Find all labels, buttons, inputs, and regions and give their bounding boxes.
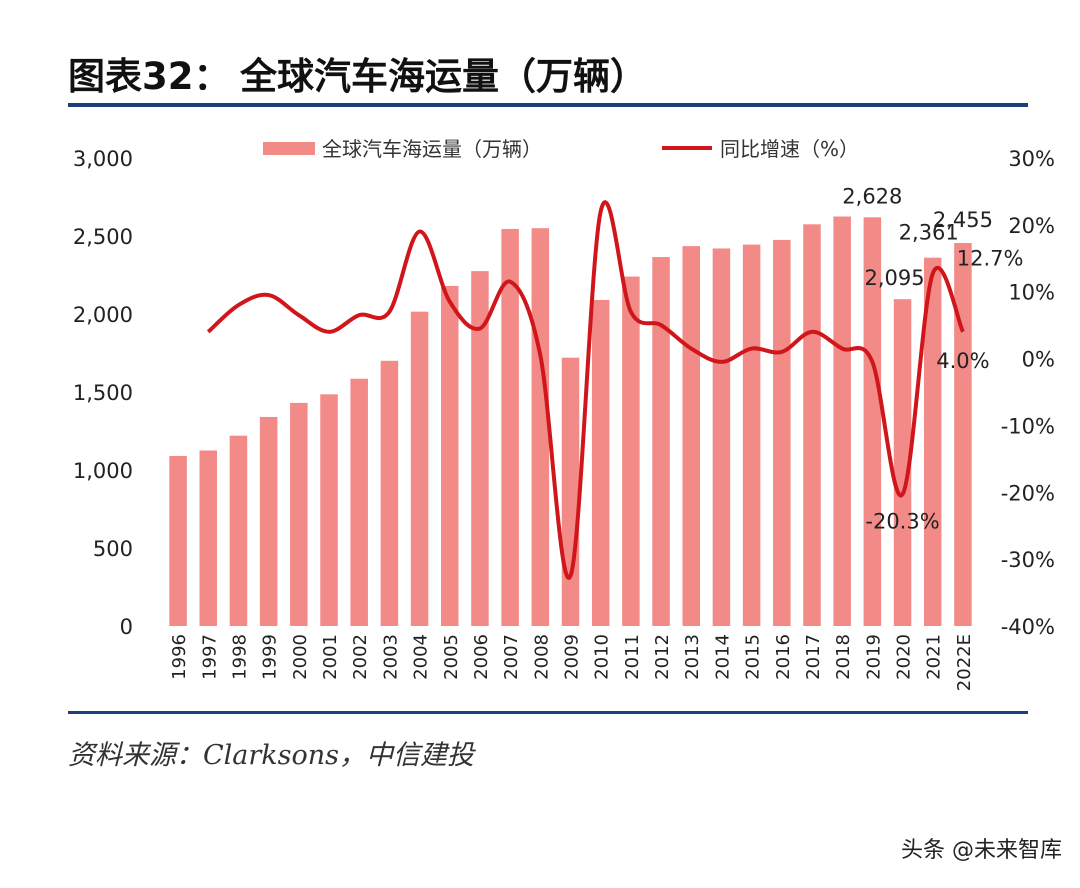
bar-2013 xyxy=(682,246,700,626)
bar-2003 xyxy=(380,360,399,626)
bar-2019 xyxy=(863,217,882,626)
bar-1997 xyxy=(199,450,218,626)
x-tick-label: 2012 xyxy=(652,634,673,680)
bar-2022E xyxy=(954,243,972,626)
bar-2016 xyxy=(773,239,791,626)
bar-2005 xyxy=(441,285,459,626)
growth-line xyxy=(206,200,965,580)
bar-2018 xyxy=(833,216,851,626)
x-tick-label: 2000 xyxy=(290,634,311,680)
x-tick-label: 1999 xyxy=(260,634,281,680)
right-tick-label: 20% xyxy=(1008,214,1055,238)
figure-label: 图表32： xyxy=(68,55,231,98)
left-tick-label: 3,000 xyxy=(73,147,133,171)
x-axis: 1996 1997 1998 1999 2000 2001 2002 2003 2004 2005… xyxy=(169,634,975,691)
bar-2017 xyxy=(803,224,821,627)
right-tick-label: 10% xyxy=(1008,281,1055,305)
x-tick-label: 2015 xyxy=(743,634,764,680)
x-tick-label: 2007 xyxy=(501,634,522,680)
bar-2002 xyxy=(350,378,368,626)
x-tick-label: 2005 xyxy=(441,634,462,680)
annotation-line-2020: -20.3% xyxy=(865,509,939,533)
bar-2006 xyxy=(471,271,489,626)
bar-1998 xyxy=(229,435,248,626)
annotation-bar-2022E: 2,455 xyxy=(933,208,993,232)
x-tick-label: 2021 xyxy=(924,634,945,680)
x-tick-label: 2008 xyxy=(531,634,552,680)
bar-2000 xyxy=(290,402,308,626)
figure-title: 全球汽车海运量（万辆） xyxy=(240,55,647,98)
legend-bar-label: 全球汽车海运量（万辆） xyxy=(322,137,542,161)
annotation-line-2021: 12.7% xyxy=(957,247,1024,271)
bottom-rule xyxy=(68,711,1028,714)
left-tick-label: 2,500 xyxy=(73,225,133,249)
x-tick-label: 1996 xyxy=(169,634,190,680)
x-tick-label: 2006 xyxy=(471,634,492,680)
right-tick-label: -20% xyxy=(1001,481,1055,505)
right-tick-label: -40% xyxy=(1001,615,1055,639)
left-tick-label: 500 xyxy=(93,537,133,561)
bar-2008 xyxy=(531,228,550,626)
left-tick-label: 1,500 xyxy=(73,381,133,405)
top-rule xyxy=(68,103,1028,107)
annotation-line-2022E: 4.0% xyxy=(936,349,989,373)
bar-1999 xyxy=(259,416,278,626)
x-tick-label: 2011 xyxy=(622,634,643,680)
legend: 全球汽车海运量（万辆） 同比增速（%） xyxy=(263,137,859,161)
bar-1996 xyxy=(169,455,187,626)
legend-line-label: 同比增速（%） xyxy=(720,137,859,161)
bar-2014 xyxy=(712,248,731,627)
bar-2004 xyxy=(410,311,429,626)
bar-2011 xyxy=(622,276,640,626)
bar-2020 xyxy=(893,299,912,626)
x-tick-label: 1998 xyxy=(229,634,250,680)
line-series xyxy=(206,200,965,580)
left-tick-label: 0 xyxy=(120,615,133,639)
source-note: 资料来源：Clarksons，中信建投 xyxy=(68,740,475,771)
annotation-bar-2021: 2,361 xyxy=(899,221,959,245)
watermark-text: 头条 @未来智库 xyxy=(901,838,1062,863)
x-tick-label: 2022E xyxy=(954,634,975,691)
legend-bar-swatch xyxy=(263,142,315,155)
x-tick-label: 2016 xyxy=(773,634,794,680)
x-tick-label: 2010 xyxy=(592,634,613,680)
right-tick-label: -10% xyxy=(1001,414,1055,438)
x-tick-label: 2013 xyxy=(682,634,703,680)
right-axis: -40% -30% -20% -10% 0% 10% 20% 30% xyxy=(1001,147,1055,639)
x-tick-label: 2018 xyxy=(833,634,854,680)
bar-2021 xyxy=(923,257,942,626)
left-axis: 0 500 1,000 1,500 2,000 2,500 3,000 xyxy=(73,147,133,639)
bar-2012 xyxy=(652,257,670,626)
right-tick-label: 0% xyxy=(1022,348,1055,372)
bar-2010 xyxy=(591,299,610,626)
bar-2001 xyxy=(320,394,338,626)
x-tick-label: 2004 xyxy=(411,634,432,680)
x-tick-label: 2009 xyxy=(562,634,583,680)
x-tick-label: 2014 xyxy=(712,634,733,680)
x-tick-label: 2001 xyxy=(320,634,341,680)
x-tick-label: 1997 xyxy=(199,634,220,680)
x-tick-label: 2017 xyxy=(803,634,824,680)
x-tick-label: 2003 xyxy=(380,634,401,680)
left-tick-label: 1,000 xyxy=(73,459,133,483)
annotation-bar-2019: 2,628 xyxy=(842,184,902,208)
bar-2009 xyxy=(561,357,580,626)
right-tick-label: 30% xyxy=(1008,147,1055,171)
bar-2007 xyxy=(501,228,519,627)
bar-series xyxy=(169,216,972,627)
x-tick-label: 2019 xyxy=(863,634,884,680)
x-tick-label: 2020 xyxy=(894,634,915,680)
annotation-bar-2020: 2,095 xyxy=(864,266,924,290)
watermark: 头条 @未来智库 xyxy=(901,832,1062,864)
x-tick-label: 2002 xyxy=(350,634,371,680)
figure-title-row: 图表32： 全球汽车海运量（万辆） xyxy=(68,46,1028,100)
right-tick-label: -30% xyxy=(1001,548,1055,572)
left-tick-label: 2,000 xyxy=(73,303,133,327)
bar-2015 xyxy=(742,244,761,626)
